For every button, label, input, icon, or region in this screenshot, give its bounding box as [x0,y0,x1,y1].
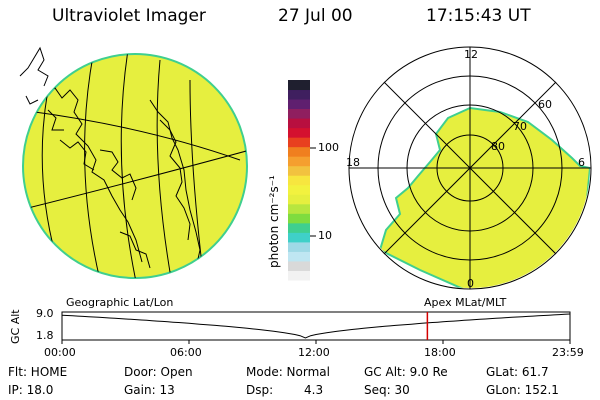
colorbar-swatch [288,118,310,129]
colorbar-swatch [288,184,310,195]
mlt-label-12: 12 [464,48,478,61]
colorbar-swatch [288,108,310,119]
mlat-label-60: 60 [538,98,552,111]
auroral-image [378,106,590,288]
sequence-value: Seq: 30 [364,383,410,397]
mlt-label-6: 6 [578,156,585,169]
colorbar-label-10: 10 [318,229,332,242]
colorbar-label-100: 100 [318,141,339,154]
colorbar-swatch [288,194,310,205]
colorbar-swatch [288,241,310,252]
altitude-plot-frame [61,311,571,341]
altitude-tick-9: 9.0 [36,307,54,320]
flight-status: Flt: HOME [8,365,68,379]
colorbar-swatch [288,137,310,148]
mode-status: Mode: Normal [246,365,330,379]
altitude-tick-1-8: 1.8 [36,329,54,342]
colorbar-swatch [288,260,310,271]
gc-altitude: GC Alt: 9.0 Re [364,365,448,379]
altitude-curve [61,313,571,339]
gain-value: Gain: 13 [124,383,175,397]
altitude-axis-label: GC Alt [9,309,22,344]
mlat-label-70: 70 [513,120,527,133]
door-status: Door: Open [124,365,193,379]
date-label: 27 Jul 00 [278,6,353,26]
polar-mlat-mlt-plot [348,46,592,290]
mlt-label-0: 0 [467,277,474,290]
altitude-x-ticks [61,340,571,344]
time-tick-1200: 12:00 [298,346,330,359]
colorbar-swatch [288,80,310,91]
colorbar-swatch [288,156,310,167]
dsp-value: 4.3 [304,383,324,397]
colorbar-swatch [288,127,310,138]
time-label: 17:15:43 UT [426,6,531,26]
colorbar-swatch [288,222,310,233]
intensity-colorbar [288,80,310,281]
colorbar-swatch [288,213,310,224]
ip-value: IP: 18.0 [8,383,54,397]
mlat-label-80: 80 [491,140,505,153]
coastline-map [39,87,201,269]
geographic-caption: Geographic Lat/Lon [66,296,174,309]
colorbar-swatch [288,203,310,214]
colorbar-swatch [288,270,310,281]
colorbar-swatch [288,175,310,186]
geo-longitude: GLon: 152.1 [486,383,559,397]
colorbar-swatch [288,165,310,176]
apex-caption: Apex MLat/MLT [424,296,507,309]
geographic-image [19,46,248,279]
colorbar-swatch [288,89,310,100]
colorbar-swatch [288,251,310,262]
colorbar-swatch [288,99,310,110]
geo-latitude: GLat: 61.7 [486,365,549,379]
polar-grid [348,46,592,290]
app-title: Ultraviolet Imager [52,6,206,26]
mlt-label-18: 18 [346,156,360,169]
dsp-label: Dsp: [246,383,274,397]
altitude-plot [61,311,571,344]
time-tick-1800: 18:00 [424,346,456,359]
colorbar-units: photon cm⁻²s⁻¹ [267,175,281,268]
time-tick-2359: 23:59 [552,346,584,359]
coastline-outside [19,46,49,105]
colorbar-swatch [288,146,310,157]
earth-disk [22,53,248,279]
colorbar-swatch [288,232,310,243]
time-tick-0600: 06:00 [170,346,202,359]
time-tick-0000: 00:00 [44,346,76,359]
